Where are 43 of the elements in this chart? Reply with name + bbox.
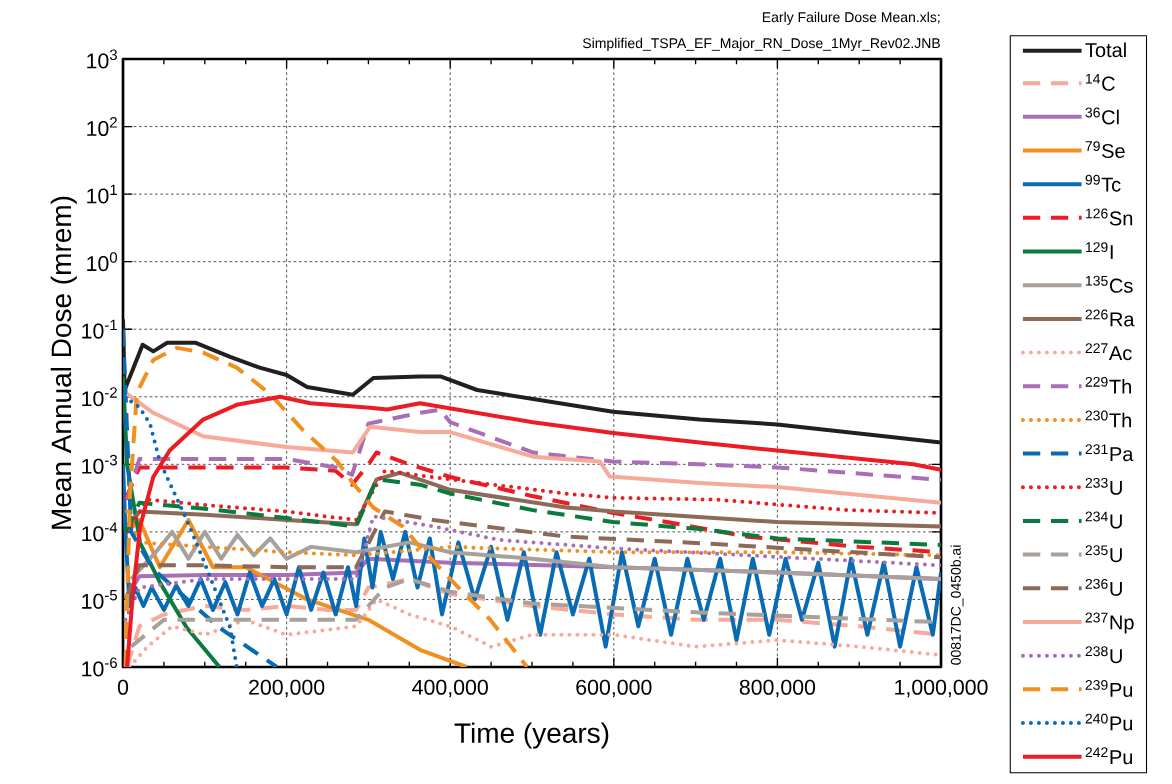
legend-label: $^{126}$Sn (1085, 208, 1133, 226)
legend-label: $^{237}$Np (1085, 612, 1134, 634)
text: 00817DC_0450b.ai (950, 545, 964, 665)
legend-label: Total (1085, 42, 1126, 58)
y-tick-label: 10$^{-3}$ (82, 454, 117, 474)
legend-label: $^{238}$U (1085, 646, 1122, 664)
y-tick-label: 10$^{3}$ (87, 49, 117, 69)
legend-label: $^{242}$Pu (1085, 747, 1133, 765)
y-tick-label: 10$^{-1}$ (82, 319, 117, 339)
x-tick-label: 600,000 (576, 679, 652, 698)
x-tick-label: 1,000,000 (895, 679, 988, 698)
legend-label: $^{129}$I (1085, 242, 1113, 259)
legend-label: $^{235}$U (1085, 545, 1122, 563)
legend-label: $^{230}$Th (1085, 410, 1131, 428)
y-tick-label: 10$^{-4}$ (82, 522, 118, 542)
legend-label: $^{231}$Pa (1085, 444, 1134, 462)
y-tick-label: 10$^{-2}$ (82, 387, 117, 407)
y-tick-label: 10$^{0}$ (87, 252, 118, 272)
legend-label: $^{36}$Cl (1085, 107, 1119, 125)
x-tick-label: 400,000 (412, 679, 488, 698)
legend-label: $^{229}$Th (1085, 376, 1131, 394)
text: Simplified_TSPA_EF_Major_RN_Dose_1Myr_Rev02.JNB (582, 37, 940, 51)
legend-label: $^{226}$Ra (1085, 309, 1135, 327)
x-tick-label: 200,000 (249, 679, 325, 698)
legend-label: $^{240}$Pu (1085, 713, 1133, 731)
legend-label: $^{236}$U (1085, 578, 1122, 596)
x-tick-label: 800,000 (739, 679, 816, 698)
x-axis-title: Time (years) (454, 722, 609, 749)
y-axis-title: Mean Annual Dose (mrem) (50, 196, 77, 529)
y-tick-label: 10$^{1}$ (87, 184, 117, 204)
legend-label: $^{99}$Tc (1085, 174, 1121, 192)
legend-label: $^{233}$U (1085, 477, 1122, 495)
y-tick-label: 10$^{2}$ (87, 117, 117, 137)
legend-label: $^{227}$Ac (1085, 343, 1132, 361)
legend-label: $^{14}$C (1085, 73, 1115, 91)
legend-label: $^{135}$Cs (1085, 275, 1133, 293)
x-tick-label: 0 (117, 679, 129, 695)
legend-label: $^{239}$Pu (1085, 679, 1133, 697)
legend-label: $^{79}$Se (1085, 141, 1125, 159)
y-tick-label: 10$^{-6}$ (82, 657, 117, 677)
y-tick-label: 10$^{-5}$ (82, 590, 117, 609)
legend-label: $^{234}$U (1085, 511, 1122, 529)
text: Early Failure Dose Mean.xls; (762, 11, 940, 25)
